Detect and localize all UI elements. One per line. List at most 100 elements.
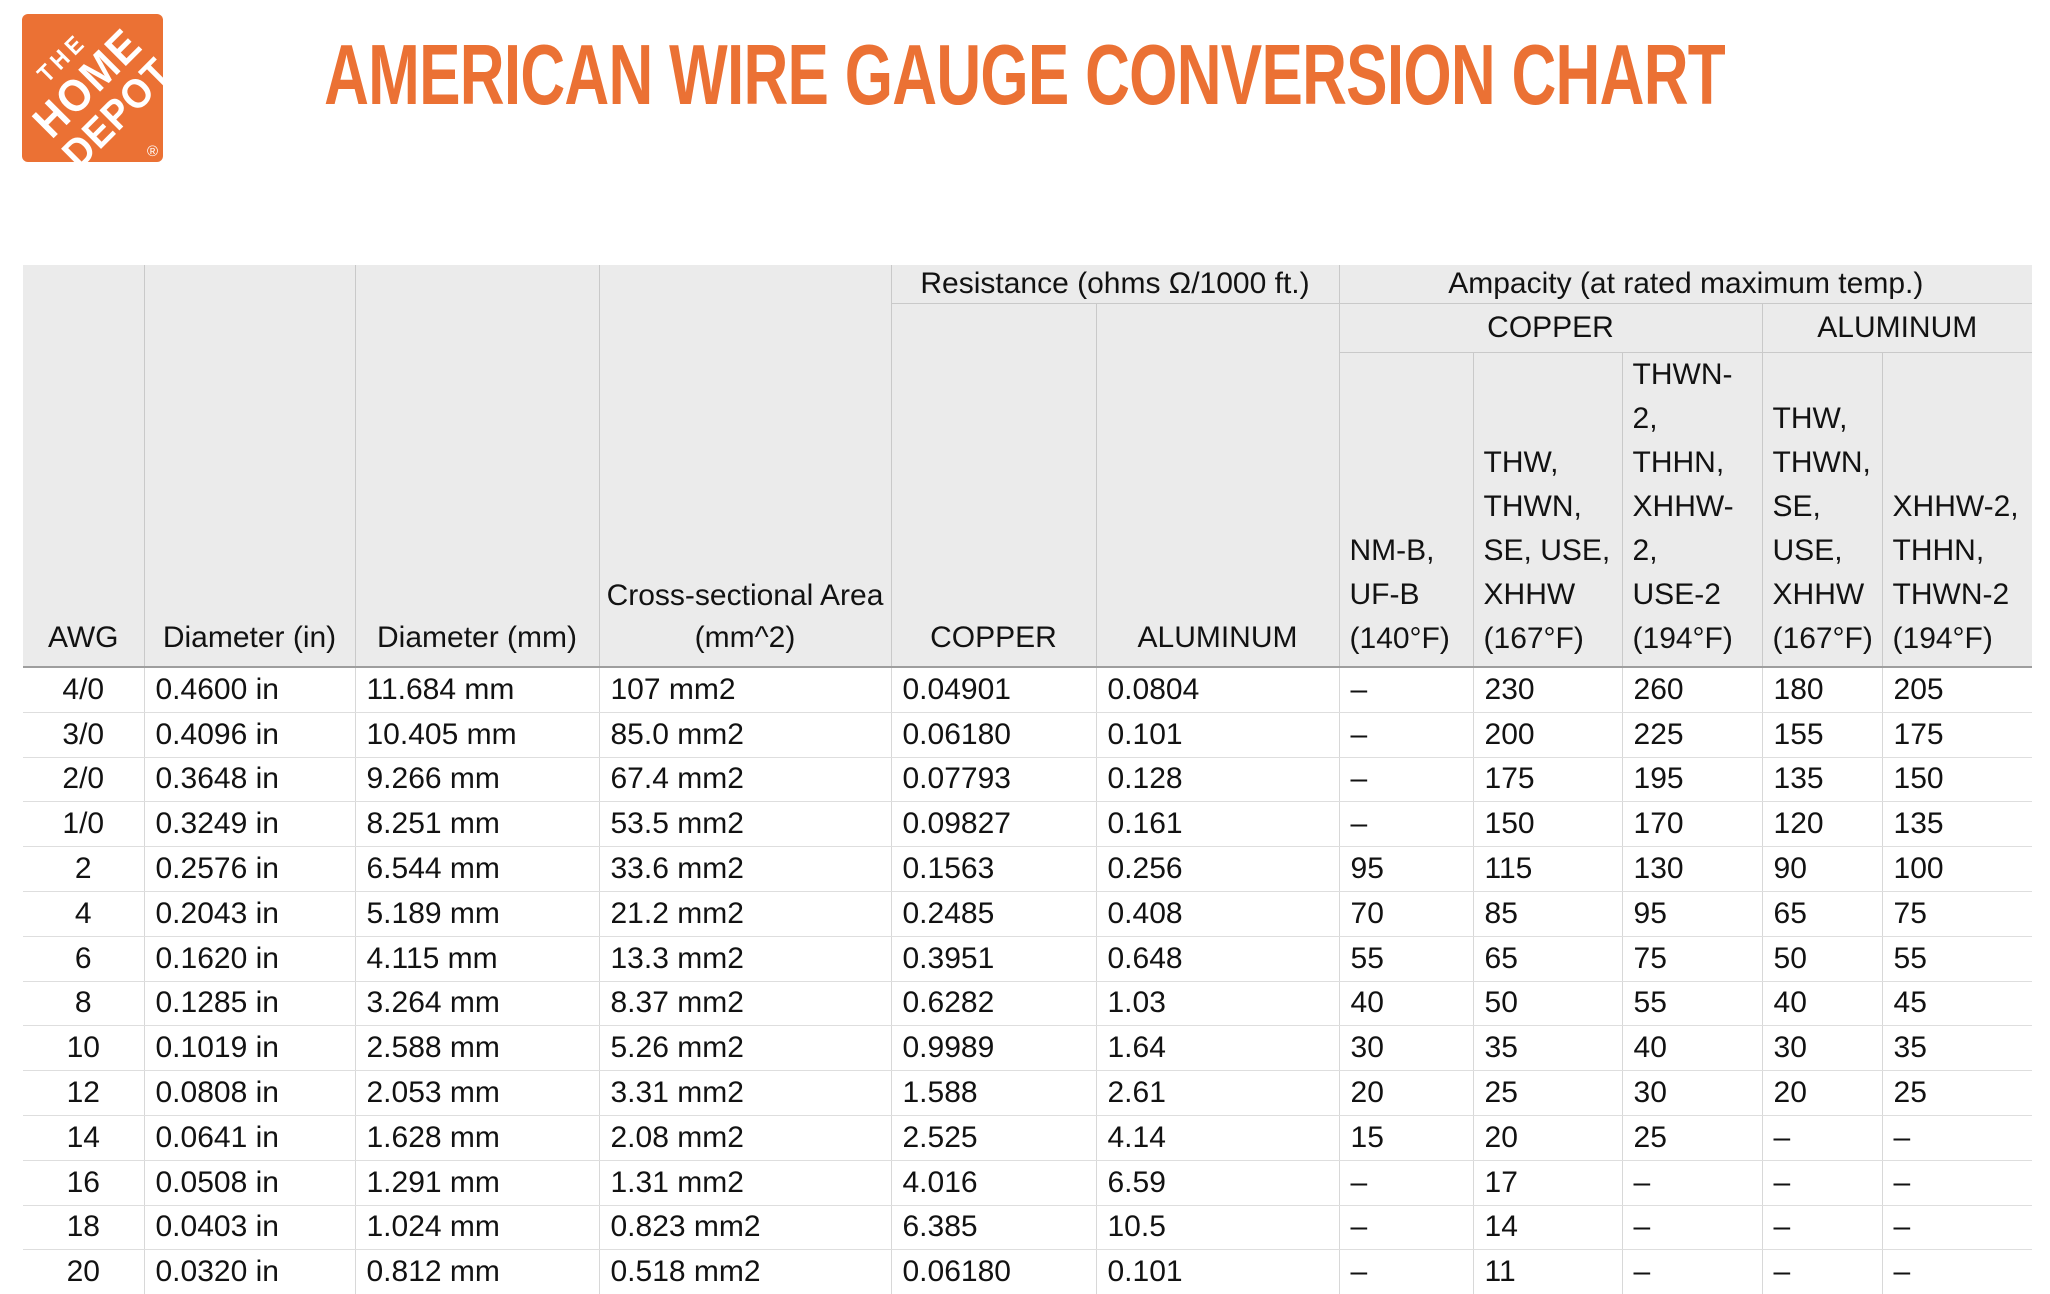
table-cell: 65 [1762,891,1883,937]
table-cell: 3.264 mm [355,981,600,1027]
table-cell: 4.14 [1096,1115,1340,1161]
table-cell: 10.405 mm [355,712,600,758]
table-cell: 135 [1882,801,2033,848]
table-cell: 150 [1882,757,2033,803]
table-cell: 55 [1622,981,1763,1027]
table-cell: 1.64 [1096,1025,1340,1072]
registered-trademark-symbol: ® [146,143,158,160]
table-cell: 30 [1762,1025,1883,1072]
table-cell: – [1339,667,1474,713]
group-header-ampacity: Ampacity (at rated maximum temp.) [1339,265,2033,304]
table-cell: – [1339,757,1474,803]
table-row: 14 0.0641 in 1.628 mm 2.08 mm2 2.525 4.14 15 20… [23,1115,2033,1161]
table-cell: 2.588 mm [355,1025,600,1072]
table-row: 20 0.0320 in 0.812 mm 0.518 mm2 0.06180 0.101… [23,1249,2033,1294]
table-cell: 2.053 mm [355,1070,600,1116]
table-cell: 1.588 [891,1070,1097,1116]
table-row: 2 0.2576 in 6.544 mm 33.6 mm2 0.1563 0.256 95 1… [23,846,2033,892]
table-cell: 0.0508 in [144,1160,356,1206]
table-cell: 0.0804 [1096,667,1340,713]
table-row: 12 0.0808 in 2.053 mm 3.31 mm2 1.588 2.61 20 25… [23,1070,2033,1116]
table-cell: 5.26 mm2 [599,1025,892,1072]
table-cell: 0.128 [1096,757,1340,803]
table-cell: – [1762,1115,1883,1161]
table-cell: 75 [1622,936,1763,982]
col-header-diameter-mm: Diameter (mm) [355,265,600,668]
col-header-ampacity-nmb-ufb: NM-B, UF-B (140°F) [1339,352,1474,668]
table-cell: 10.5 [1096,1205,1340,1251]
col-header-ampacity-aluminum-xhhw2: XHHW-2, THHN, THWN-2 (194°F) [1882,352,2033,668]
table-cell: 0.1019 in [144,1025,356,1072]
table-cell: 53.5 mm2 [599,801,892,848]
table-cell: 8 [23,981,145,1027]
header-row-wire-types: NM-B, UF-B (140°F) THW, THWN, SE, USE, X… [23,352,2033,668]
table-cell: 55 [1339,936,1474,982]
table-cell: 30 [1622,1070,1763,1116]
table-cell: 8.251 mm [355,801,600,848]
table-cell: 0.4096 in [144,712,356,758]
table-cell: 67.4 mm2 [599,757,892,803]
table-row: 1/0 0.3249 in 8.251 mm 53.5 mm2 0.09827 0.161… [23,801,2033,848]
table-cell: 0.0403 in [144,1205,356,1251]
table-cell: 10 [23,1025,145,1072]
table-cell: – [1762,1205,1883,1251]
table-cell: 0.1285 in [144,981,356,1027]
table-cell: 0.0320 in [144,1249,356,1294]
table-cell: 205 [1882,667,2033,713]
table-cell: 4.115 mm [355,936,600,982]
table-cell: 2.525 [891,1115,1097,1161]
table-cell: 150 [1473,801,1623,848]
title-area: AMERICAN WIRE GAUGE CONVERSION CHART [0,33,2050,119]
table-cell: 1.31 mm2 [599,1160,892,1206]
table-cell: 3/0 [23,712,145,758]
table-cell: 40 [1339,981,1474,1027]
table-cell: 55 [1882,936,2033,982]
table-cell: – [1882,1160,2033,1206]
col-header-ampacity-aluminum-thw: THW, THWN, SE, USE, XHHW (167°F) [1762,352,1883,668]
table-cell: 4.016 [891,1160,1097,1206]
home-depot-logo: THE HOME DEPOT ® [22,14,163,162]
table-cell: 90 [1762,846,1883,892]
table-cell: 0.408 [1096,891,1340,937]
table-cell: 35 [1882,1025,2033,1072]
table-cell: 1.291 mm [355,1160,600,1206]
col-header-diameter-in: Diameter (in) [144,265,356,668]
table-cell: 130 [1622,846,1763,892]
table-cell: 0.648 [1096,936,1340,982]
table-cell: 0.9989 [891,1025,1097,1072]
table-cell: 2.61 [1096,1070,1340,1116]
table-cell: 260 [1622,667,1763,713]
table-cell: 0.256 [1096,846,1340,892]
table-cell: – [1339,1160,1474,1206]
table-cell: 2 [23,846,145,892]
table-cell: 2.08 mm2 [599,1115,892,1161]
table-cell: 11.684 mm [355,667,600,713]
table-cell: 17 [1473,1160,1623,1206]
table-cell: – [1882,1115,2033,1161]
table-cell: 0.1563 [891,846,1097,892]
table-cell: 65 [1473,936,1623,982]
table-cell: 85.0 mm2 [599,712,892,758]
table-cell: 6.385 [891,1205,1097,1251]
table-row: 10 0.1019 in 2.588 mm 5.26 mm2 0.9989 1.64 30 3… [23,1025,2033,1072]
table-cell: 0.0808 in [144,1070,356,1116]
table-cell: 4 [23,891,145,937]
table-cell: 20 [1473,1115,1623,1161]
table-cell: 1.03 [1096,981,1340,1027]
table-cell: 100 [1882,846,2033,892]
col-header-awg: AWG [23,265,145,668]
table-cell: 1.024 mm [355,1205,600,1251]
awg-conversion-table: AWG Diameter (in) Diameter (mm) Cross-se… [23,265,2033,1294]
table-row: 4/0 0.4600 in 11.684 mm 107 mm2 0.04901 0.080… [23,667,2033,713]
col-header-ampacity-copper-thwn2: THWN-2, THHN, XHHW-2, USE-2 (194°F) [1622,352,1763,668]
table-cell: 2/0 [23,757,145,803]
table-row: 4 0.2043 in 5.189 mm 21.2 mm2 0.2485 0.408 70 8… [23,891,2033,937]
page-title: AMERICAN WIRE GAUGE CONVERSION CHART [324,28,1727,123]
table-cell: 16 [23,1160,145,1206]
table-row: 6 0.1620 in 4.115 mm 13.3 mm2 0.3951 0.648 55 6… [23,936,2033,982]
table-cell: 21.2 mm2 [599,891,892,937]
table-cell: 13.3 mm2 [599,936,892,982]
table-cell: – [1339,712,1474,758]
table-cell: 85 [1473,891,1623,937]
table-cell: 70 [1339,891,1474,937]
